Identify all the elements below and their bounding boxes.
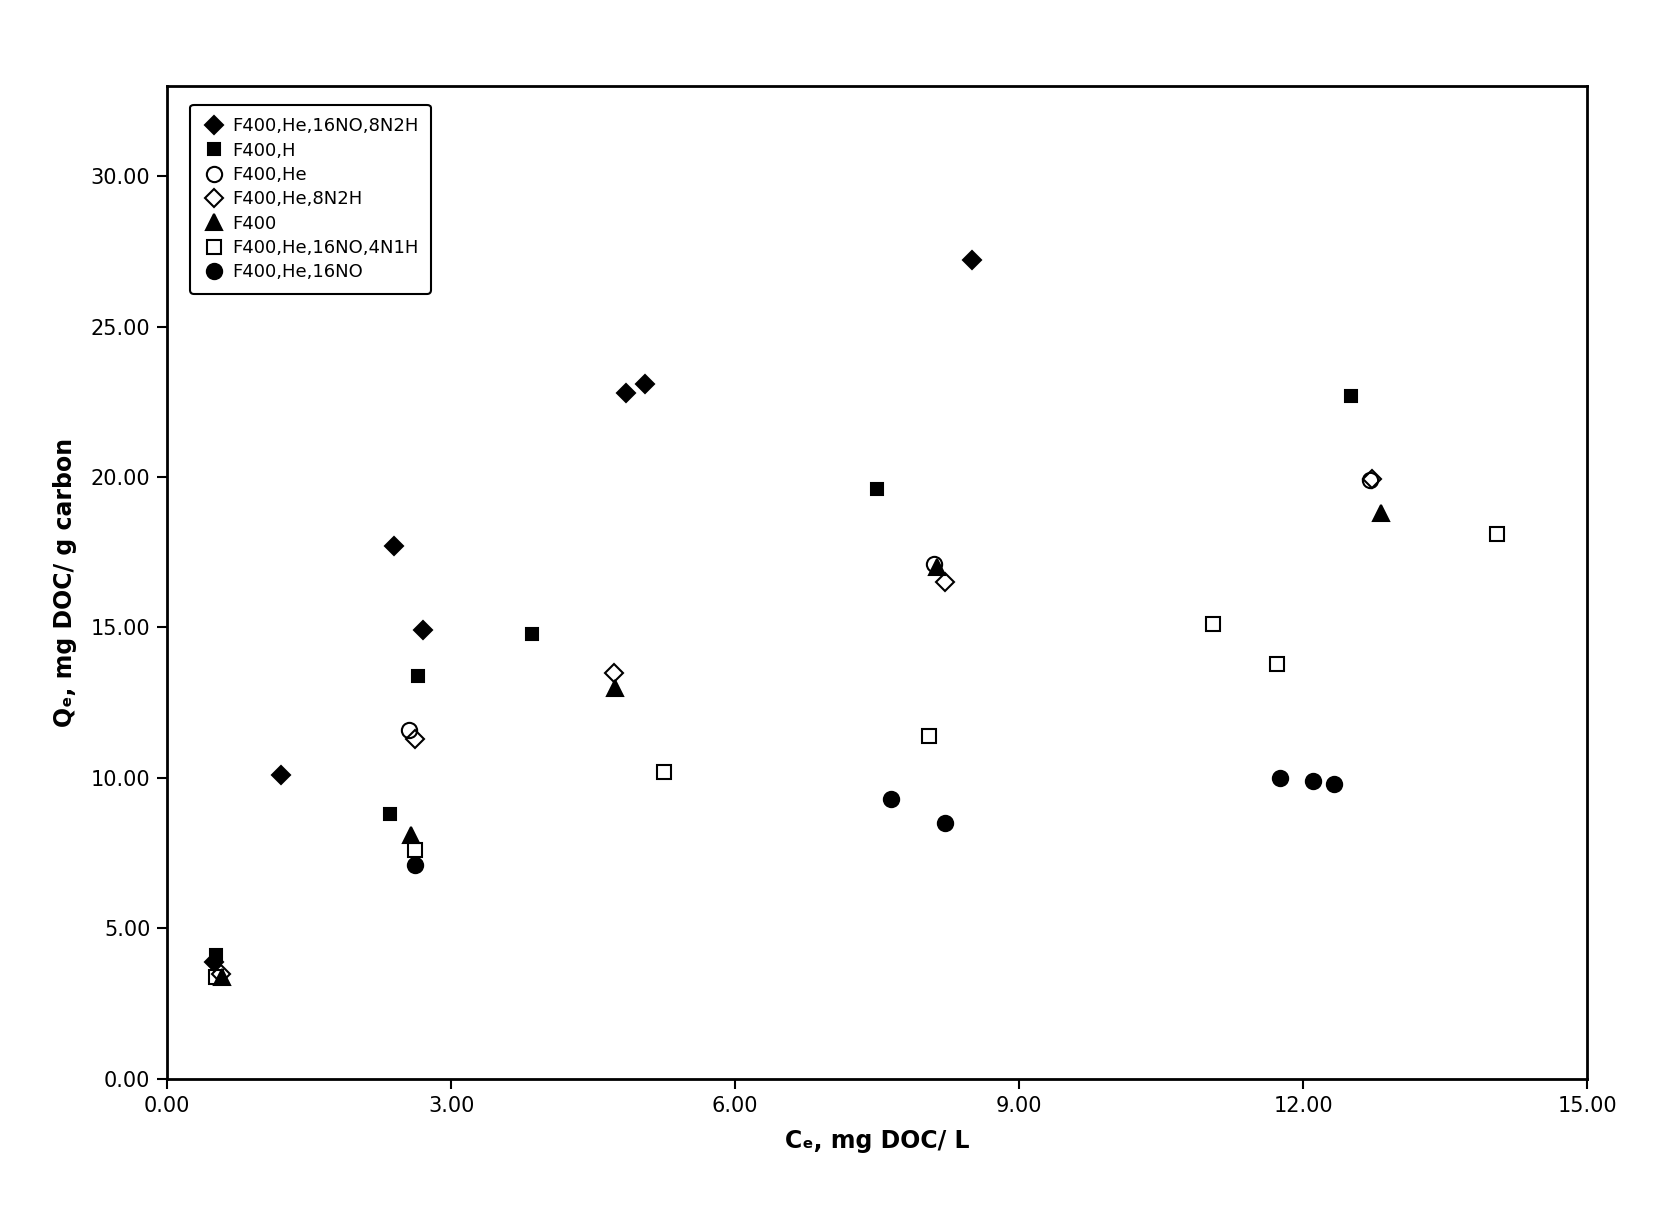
- F400,H: [408, 668, 428, 683]
- F400,He,16NO,4N1H: [919, 728, 939, 743]
- F400: [401, 828, 421, 842]
- Y-axis label: Qₑ, mg DOC/ g carbon: Qₑ, mg DOC/ g carbon: [53, 438, 77, 727]
- F400,He,16NO,8N2H: [617, 385, 637, 400]
- F400,H: [867, 482, 887, 497]
- Legend: F400,He,16NO,8N2H, F400,H, F400,He, F400,He,8N2H, F400, F400,He,16NO,4N1H, F400,: F400,He,16NO,8N2H, F400,H, F400,He, F400…: [190, 104, 431, 294]
- F400,He,16NO: [1323, 776, 1343, 791]
- F400,He,8N2H: [936, 575, 956, 590]
- F400,He,16NO,8N2H: [635, 376, 655, 391]
- F400: [605, 680, 625, 695]
- F400,He,16NO,4N1H: [404, 842, 424, 857]
- Line: F400,He,8N2H: F400,He,8N2H: [216, 472, 1379, 980]
- F400,He,16NO,4N1H: [655, 765, 675, 780]
- Line: F400,He,16NO,4N1H: F400,He,16NO,4N1H: [209, 527, 1504, 983]
- F400,He,16NO,8N2H: [384, 539, 404, 554]
- F400,He,16NO,8N2H: [271, 767, 291, 782]
- F400: [212, 970, 232, 984]
- Line: F400,He,16NO: F400,He,16NO: [408, 770, 1342, 873]
- F400,He,16NO: [936, 815, 956, 830]
- F400,He,8N2H: [1362, 471, 1382, 485]
- F400,H: [379, 807, 399, 821]
- F400,He,16NO,4N1H: [1267, 656, 1287, 671]
- Line: F400,He,16NO,8N2H: F400,He,16NO,8N2H: [209, 254, 978, 967]
- F400,H: [521, 626, 541, 641]
- F400,He,16NO: [1270, 771, 1290, 786]
- F400,He,16NO: [882, 792, 902, 807]
- F400,H: [1340, 389, 1360, 403]
- Line: F400,H: F400,H: [211, 390, 1357, 961]
- F400,He,16NO,4N1H: [1487, 527, 1507, 542]
- Line: F400: F400: [214, 505, 1389, 984]
- F400,He,16NO,4N1H: [1203, 617, 1223, 631]
- F400,He,8N2H: [211, 966, 231, 981]
- F400,He,16NO,8N2H: [204, 954, 224, 969]
- F400,He,16NO: [1303, 774, 1323, 788]
- F400,He: [924, 557, 944, 571]
- F400,He: [398, 722, 418, 737]
- F400: [927, 560, 947, 575]
- F400,He,16NO,8N2H: [413, 623, 433, 638]
- F400,He,8N2H: [404, 732, 424, 747]
- Line: F400,He: F400,He: [401, 472, 1377, 738]
- F400,He: [1360, 473, 1380, 488]
- X-axis label: Cₑ, mg DOC/ L: Cₑ, mg DOC/ L: [785, 1129, 969, 1154]
- F400,He,16NO,8N2H: [962, 253, 983, 267]
- F400: [1370, 506, 1390, 521]
- F400,He,8N2H: [603, 666, 623, 680]
- F400,He,16NO,4N1H: [206, 970, 226, 984]
- F400,He,16NO: [404, 858, 424, 873]
- F400,H: [206, 948, 226, 962]
